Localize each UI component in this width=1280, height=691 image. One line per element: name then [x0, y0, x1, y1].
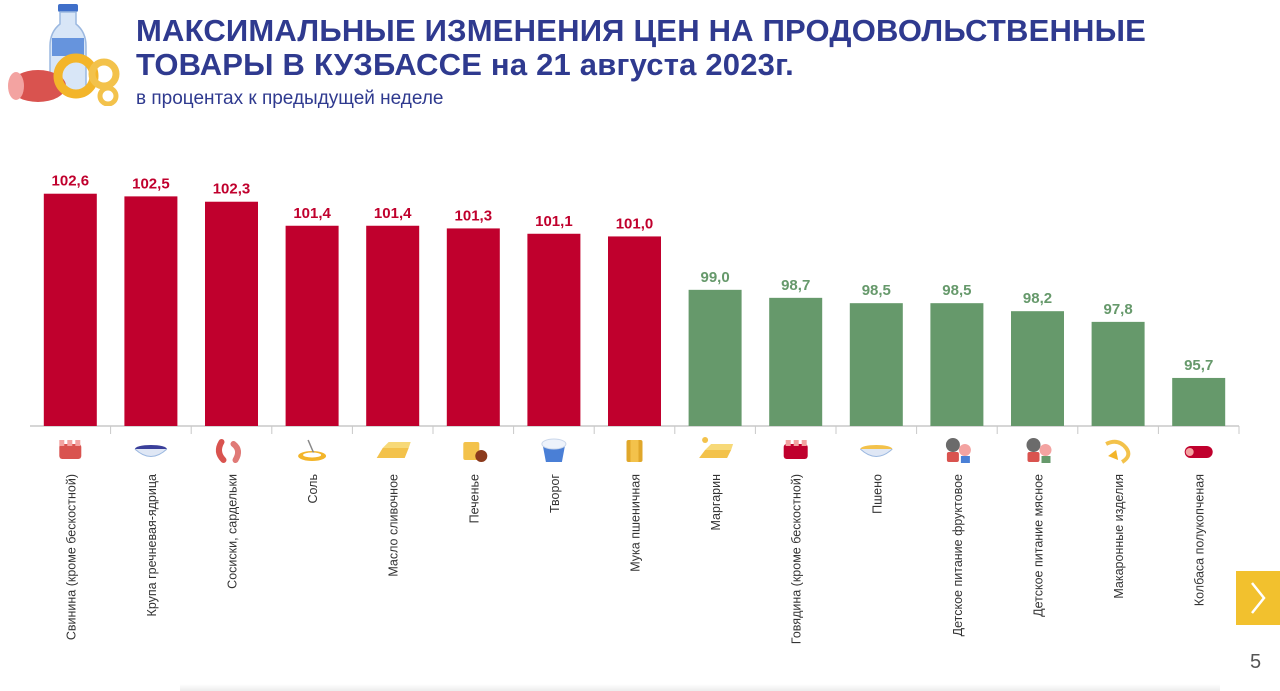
baby-food-fruit-icon	[945, 438, 971, 463]
bar	[446, 228, 500, 426]
category-label: Творог	[548, 474, 562, 513]
butter-icon	[376, 442, 411, 458]
data-label: 98,7	[781, 277, 810, 294]
bar	[124, 196, 178, 426]
category-label: Масло сливочное	[387, 474, 401, 577]
baby-food-meat-icon	[1026, 438, 1052, 463]
buckwheat-bowl-icon	[134, 445, 168, 457]
food-logo-icon	[8, 4, 120, 106]
category-label: Маргарин	[709, 474, 723, 531]
bar	[1011, 311, 1064, 426]
smoked-sausage-icon	[1184, 446, 1213, 458]
bar	[43, 193, 97, 426]
pork-icon	[59, 440, 82, 459]
category-label: Свинина (кроме бескостной)	[64, 474, 78, 640]
cookie-icon	[463, 442, 488, 462]
bar	[1172, 377, 1226, 426]
subtitle: в процентах к предыдущей неделе	[136, 88, 444, 109]
category-label: Крупа гречневая-ядрица	[145, 474, 159, 616]
bar	[205, 201, 258, 426]
millet-bowl-icon	[859, 445, 893, 457]
cottage-cheese-icon	[541, 438, 567, 462]
pasta-icon	[1105, 439, 1131, 464]
data-label: 95,7	[1184, 357, 1213, 374]
data-label: 102,3	[213, 181, 251, 198]
category-label: Сосиски, сардельки	[226, 474, 240, 589]
category-label: Колбаса полукопченая	[1193, 474, 1207, 606]
flour-bag-icon	[626, 440, 643, 462]
data-label: 98,5	[942, 282, 971, 299]
page-number: 5	[1250, 651, 1262, 673]
data-label: 102,5	[132, 175, 170, 192]
chevron-right-icon	[1251, 582, 1266, 614]
bar	[769, 297, 823, 426]
category-label: Соль	[306, 474, 320, 504]
bar	[930, 303, 984, 426]
category-label: Детское питание фруктовое	[951, 474, 965, 636]
bar	[527, 233, 581, 426]
bar-chart: 102,6 Свинина (кроме бескостной) 102,5 Круп…	[30, 173, 1240, 644]
bar	[285, 225, 339, 426]
bar	[688, 289, 742, 426]
data-label: 98,5	[862, 282, 891, 299]
bar	[1091, 321, 1145, 426]
category-label: Печенье	[467, 474, 481, 523]
data-label: 98,2	[1023, 290, 1052, 307]
sausages-icon	[215, 439, 242, 463]
bar	[366, 225, 420, 426]
data-label: 101,4	[374, 205, 412, 222]
margarine-icon	[699, 437, 734, 458]
data-label: 99,0	[700, 269, 729, 286]
title-line-2: ТОВАРЫ В КУЗБАССЕ на 21 августа 2023г.	[136, 47, 794, 82]
next-slide-button[interactable]	[1236, 571, 1280, 625]
title-line-1: МАКСИМАЛЬНЫЕ ИЗМЕНЕНИЯ ЦЕН НА ПРОДОВОЛЬС…	[136, 13, 1147, 48]
beef-icon	[783, 440, 808, 459]
data-label: 101,0	[616, 215, 654, 232]
data-label: 102,6	[52, 173, 90, 190]
data-label: 101,1	[535, 213, 573, 230]
data-label: 101,4	[293, 205, 331, 222]
data-label: 97,8	[1103, 301, 1132, 318]
category-label: Пшено	[870, 474, 884, 514]
category-label: Мука пшеничная	[629, 474, 643, 572]
bottom-shadow	[180, 684, 1220, 691]
category-label: Макаронные изделия	[1112, 474, 1126, 599]
category-label: Говядина (кроме бескостной)	[790, 474, 804, 644]
page-title: МАКСИМАЛЬНЫЕ ИЗМЕНЕНИЯ ЦЕН НА ПРОДОВОЛЬС…	[136, 14, 1236, 82]
data-label: 101,3	[455, 207, 493, 224]
bar	[608, 236, 661, 426]
salt-spoon-icon	[298, 439, 327, 461]
category-label: Детское питание мясное	[1032, 474, 1046, 617]
bar	[849, 303, 903, 426]
